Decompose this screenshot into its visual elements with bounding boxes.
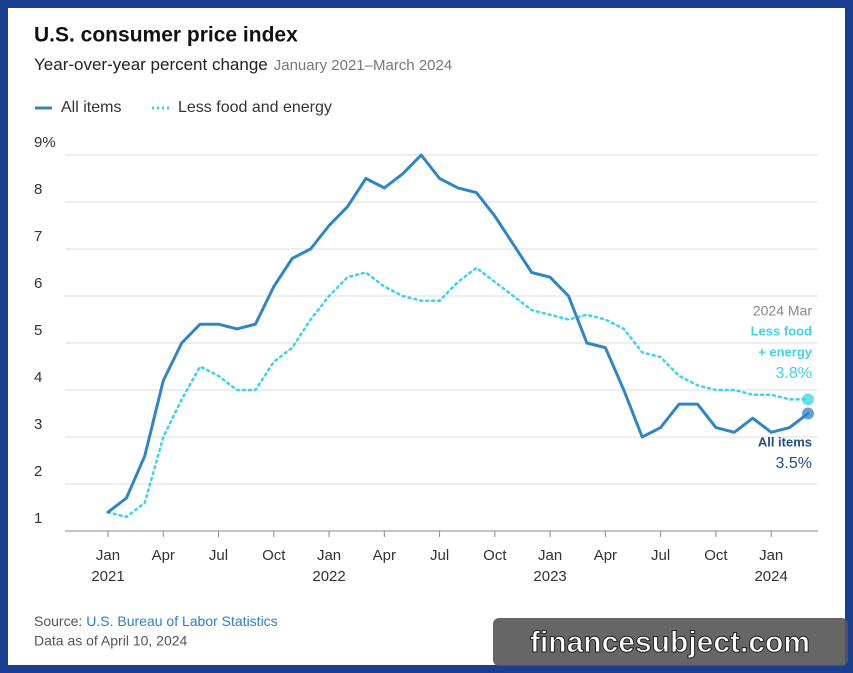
x-tick-label: Apr [152,547,175,564]
y-tick-label: 7 [34,228,42,245]
y-tick-label: 3 [34,416,42,433]
x-tick-label: Apr [594,547,617,564]
data-note: Data as of April 10, 2024 [34,633,188,649]
legend-label: Less food and energy [178,99,332,116]
annotation-core-value: 3.8% [776,365,812,382]
x-tick-label: Jan [96,547,120,564]
x-tick-label: Jan [317,547,341,564]
x-tick-label: Jul [430,547,449,564]
annotation-core-label: + energy [758,344,813,359]
annotation-all-label: All items [758,434,812,449]
watermark-box [493,618,848,666]
series-line [106,266,810,519]
y-tick-label: 9% [34,134,56,151]
chart-title: U.S. consumer price index [34,24,298,47]
x-tick-label: Oct [262,547,286,564]
annotation-core-label: Less food [751,323,812,338]
x-tick-label: Jul [651,547,670,564]
y-tick-label: 2 [34,463,42,480]
end-dot [802,407,814,420]
watermark: financesubject.com [530,626,810,659]
x-year-label: 2021 [91,568,124,585]
x-year-label: 2022 [312,568,345,585]
y-tick-label: 6 [34,275,42,292]
y-tick-label: 8 [34,181,42,198]
annotation-date: 2024 Mar [753,303,812,319]
subtitle-text: Year-over-year percent change [34,55,268,74]
x-tick-label: Oct [704,547,728,564]
annotation-all-value: 3.5% [776,455,812,472]
subtitle: Year-over-year percent change January 202… [34,55,452,74]
end-dot [802,393,814,406]
x-tick-label: Jul [209,547,228,564]
x-tick-label: Jan [759,547,783,564]
source-link[interactable]: U.S. Bureau of Labor Statistics [86,613,277,629]
x-tick-label: Oct [483,547,507,564]
y-tick-label: 1 [34,510,42,527]
y-tick-label: 5 [34,322,42,339]
panel [8,8,845,665]
x-tick-label: Apr [373,547,396,564]
source: Source: U.S. Bureau of Labor Statistics [34,613,278,629]
x-year-label: 2024 [754,568,787,585]
date-range: January 2021–March 2024 [274,57,452,74]
source-prefix: Source: [34,613,82,629]
x-tick-label: Jan [538,547,562,564]
x-year-label: 2023 [533,568,566,585]
y-tick-label: 4 [34,369,42,386]
legend-label: All items [61,99,121,116]
series-line [106,153,810,514]
